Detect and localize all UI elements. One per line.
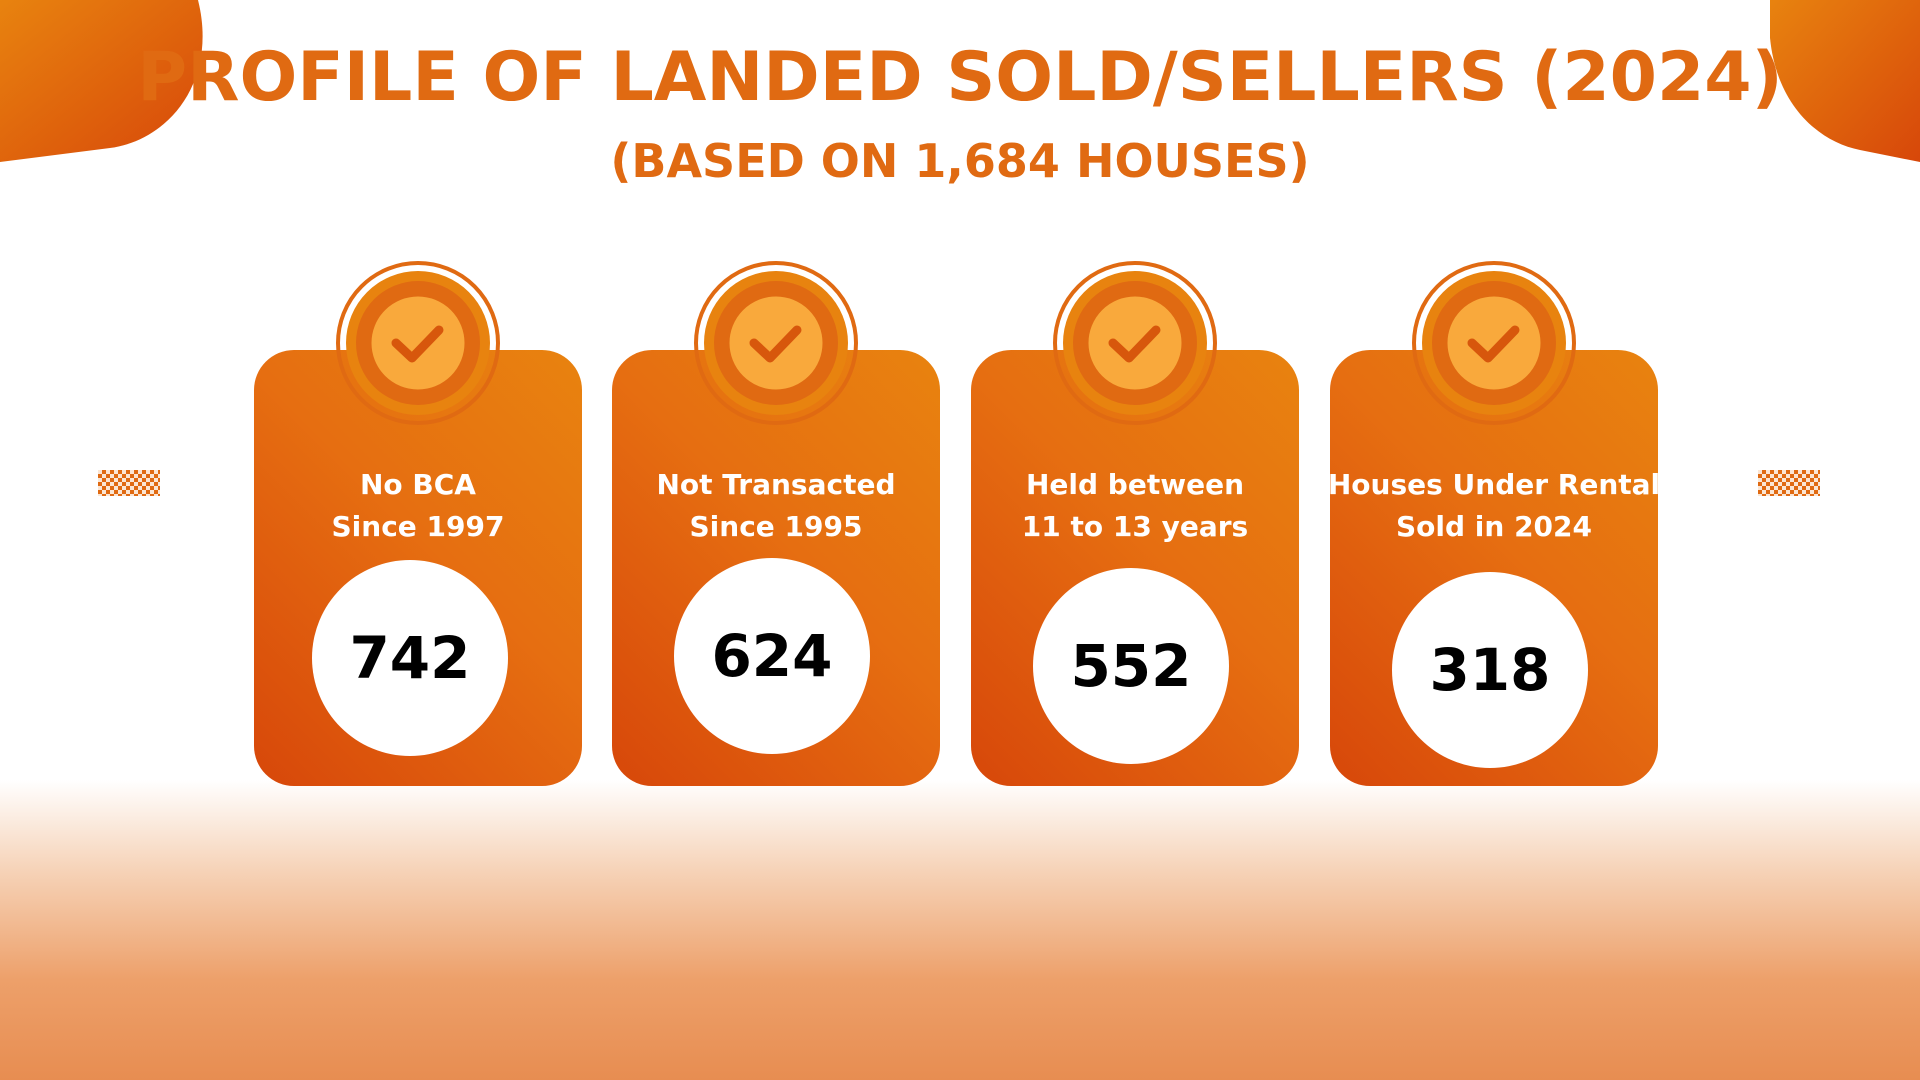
value-circle: 318 xyxy=(1392,572,1588,768)
corner-decoration-right xyxy=(1770,0,1920,162)
check-icon xyxy=(694,261,858,425)
stat-card-no-bca: No BCA Since 1997 742 xyxy=(254,261,582,786)
page-title: PROFILE OF LANDED SOLD/SELLERS (2024) xyxy=(137,38,1783,117)
value-circle: 742 xyxy=(312,560,508,756)
card-label: No BCA Since 1997 xyxy=(331,468,505,543)
stat-card-held-between: Held between 11 to 13 years 552 xyxy=(971,261,1299,786)
badge xyxy=(1409,258,1579,428)
checker-decoration-right xyxy=(1758,470,1820,496)
stat-card-rental-sold: Houses Under Rental Sold in 2024 318 xyxy=(1328,261,1660,786)
badge xyxy=(1050,258,1220,428)
badge xyxy=(691,258,861,428)
check-icon xyxy=(1412,261,1576,425)
stat-value: 318 xyxy=(1429,636,1551,704)
value-circle: 552 xyxy=(1033,568,1229,764)
card-label: Not Transacted Since 1995 xyxy=(656,468,896,543)
stat-value: 742 xyxy=(349,624,471,692)
check-icon xyxy=(1053,261,1217,425)
corner-decoration-left xyxy=(0,0,203,162)
stat-value: 624 xyxy=(711,622,833,690)
checker-decoration-left xyxy=(98,470,160,496)
stat-value: 552 xyxy=(1070,632,1192,700)
card-label: Held between 11 to 13 years xyxy=(1021,468,1249,543)
page-subtitle: (BASED ON 1,684 HOUSES) xyxy=(610,134,1310,188)
card-label: Houses Under Rental Sold in 2024 xyxy=(1327,468,1661,543)
value-circle: 624 xyxy=(674,558,870,754)
badge xyxy=(333,258,503,428)
stat-card-not-transacted: Not Transacted Since 1995 624 xyxy=(612,261,940,786)
check-icon xyxy=(336,261,500,425)
